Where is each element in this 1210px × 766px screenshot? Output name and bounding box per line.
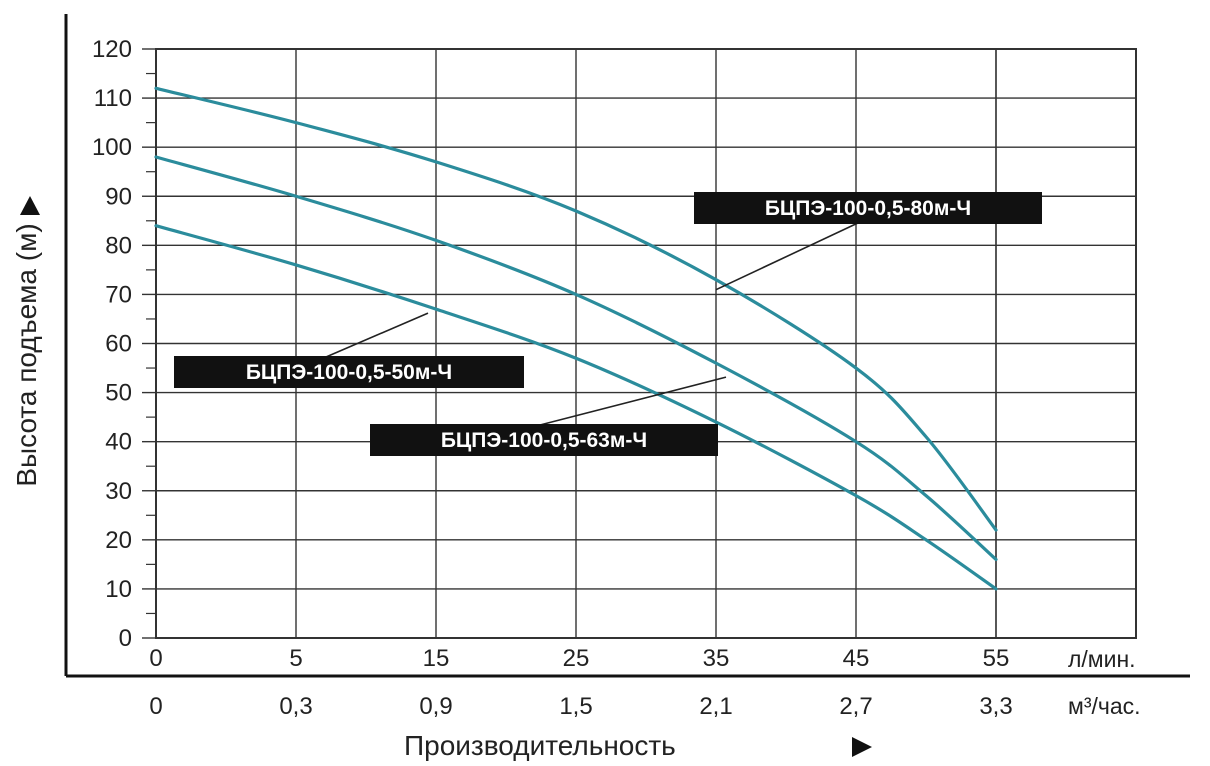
- y-tick-label: 0: [119, 625, 132, 652]
- x-tick-label-secondary: 0: [149, 693, 162, 720]
- x-tick-label-secondary: 3,3: [979, 693, 1012, 720]
- y-tick-labels: 0 10 20 30 40 50 60 70 80 90 100 110 120: [92, 36, 132, 652]
- y-tick-label: 60: [105, 331, 132, 358]
- x-tick-label-secondary: 0,3: [279, 693, 312, 720]
- series-line-63m: [154, 155, 998, 562]
- y-tick-label: 110: [94, 85, 132, 112]
- x-tick-label-secondary: 2,7: [839, 693, 872, 720]
- series-line-50m: [154, 224, 998, 591]
- x-unit-secondary: м³/час.: [1068, 693, 1141, 719]
- label-63m-text: БЦПЭ-100-0,5-63м-Ч: [441, 429, 647, 452]
- axes: [20, 14, 1190, 757]
- x-tick-label-primary: 0: [149, 645, 162, 672]
- label-50m-leader-line: [325, 312, 429, 358]
- label-50m-box: [174, 356, 524, 388]
- x-axis-arrow-icon: [852, 737, 872, 757]
- label-80m-text: БЦПЭ-100-0,5-80м-Ч: [765, 197, 971, 220]
- series-line-80m: [154, 86, 998, 532]
- y-tick-label: 80: [105, 232, 132, 259]
- y-tick-label: 120: [92, 36, 132, 63]
- label-63m-box: [370, 424, 718, 456]
- y-axis-arrow-icon: [20, 196, 40, 215]
- y-axis-title: Высота подъема (м): [11, 223, 42, 486]
- x-tick-label-primary: 55: [983, 645, 1010, 672]
- label-80m-leader-line: [715, 221, 861, 291]
- x-tick-labels: 0 5 15 25 35 45 55 0 0,3 0,9 1,5 2,1 2,7 3,3: [149, 645, 1012, 720]
- x-tick-label-primary: 35: [703, 645, 730, 672]
- x-tick-label-primary: 45: [843, 645, 870, 672]
- y-tick-label: 10: [105, 576, 132, 603]
- y-tick-label: 50: [105, 380, 132, 407]
- x-tick-label-secondary: 1,5: [559, 693, 592, 720]
- x-tick-label-primary: 15: [423, 645, 450, 672]
- y-tick-label: 30: [105, 478, 132, 505]
- x-unit-primary: л/мин.: [1068, 646, 1136, 672]
- label-50m-text: БЦПЭ-100-0,5-50м-Ч: [246, 361, 452, 384]
- series-lines: [154, 86, 998, 591]
- x-tick-label-primary: 25: [563, 645, 590, 672]
- y-tick-label: 90: [105, 183, 132, 210]
- x-tick-label-secondary: 0,9: [419, 693, 452, 720]
- x-tick-label-primary: 5: [289, 645, 302, 672]
- label-80m-box: [694, 192, 1042, 224]
- x-axis-title: Производительность: [404, 730, 676, 761]
- label-63m-leader-line: [539, 376, 727, 426]
- x-tick-label-secondary: 2,1: [699, 693, 732, 720]
- y-tick-label: 70: [105, 281, 132, 308]
- y-tick-label: 100: [92, 134, 132, 161]
- y-tick-label: 40: [105, 429, 132, 456]
- y-tick-label: 20: [105, 527, 132, 554]
- series-labels: БЦПЭ-100-0,5-80м-Ч БЦПЭ-100-0,5-63м-Ч БЦПЭ…: [174, 192, 1042, 456]
